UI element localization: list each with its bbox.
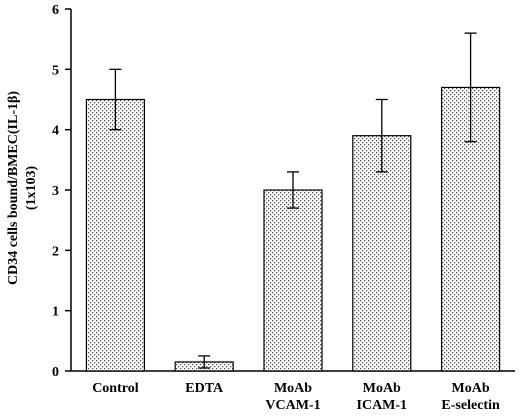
x-category-label: MoAb <box>274 381 312 396</box>
x-category-label: VCAM-1 <box>265 398 320 413</box>
error-bars <box>109 32 477 369</box>
x-category-label: MoAb <box>452 381 490 396</box>
x-category-label: Control <box>92 381 139 396</box>
x-category-label: MoAb <box>363 381 401 396</box>
y-tick-label: 5 <box>52 63 59 78</box>
x-axis-labels: Control EDTA MoAb VCAM-1 MoAb ICAM-1 MoAb E-sel… <box>92 381 500 413</box>
error-bar <box>287 171 299 209</box>
y-axis-ticks: 0 1 2 3 4 5 6 <box>52 3 71 380</box>
y-tick-label: 0 <box>52 365 59 380</box>
y-axis-label-line-1: CD34 cells bound/BMEC(IL-1β) <box>6 91 21 285</box>
y-axis-label-line-2: (1x103) <box>24 166 39 211</box>
bar <box>352 135 412 372</box>
y-tick-label: 6 <box>52 3 59 18</box>
x-category-label: ICAM-1 <box>357 398 408 413</box>
bar <box>263 189 323 372</box>
y-axis-label: CD34 cells bound/BMEC(IL-1β) (1x103) <box>6 91 39 285</box>
y-tick-label: 3 <box>52 184 59 199</box>
error-bar <box>109 68 122 131</box>
bars <box>85 86 501 372</box>
y-tick-label: 4 <box>52 124 59 139</box>
error-bar <box>375 98 388 173</box>
x-category-label: E-selectin <box>441 398 500 413</box>
y-tick-label: 1 <box>52 305 59 320</box>
y-tick-label: 2 <box>52 244 59 259</box>
error-bar <box>198 355 211 369</box>
error-bar <box>464 32 477 143</box>
bar <box>85 98 146 372</box>
x-category-label: EDTA <box>185 381 224 396</box>
